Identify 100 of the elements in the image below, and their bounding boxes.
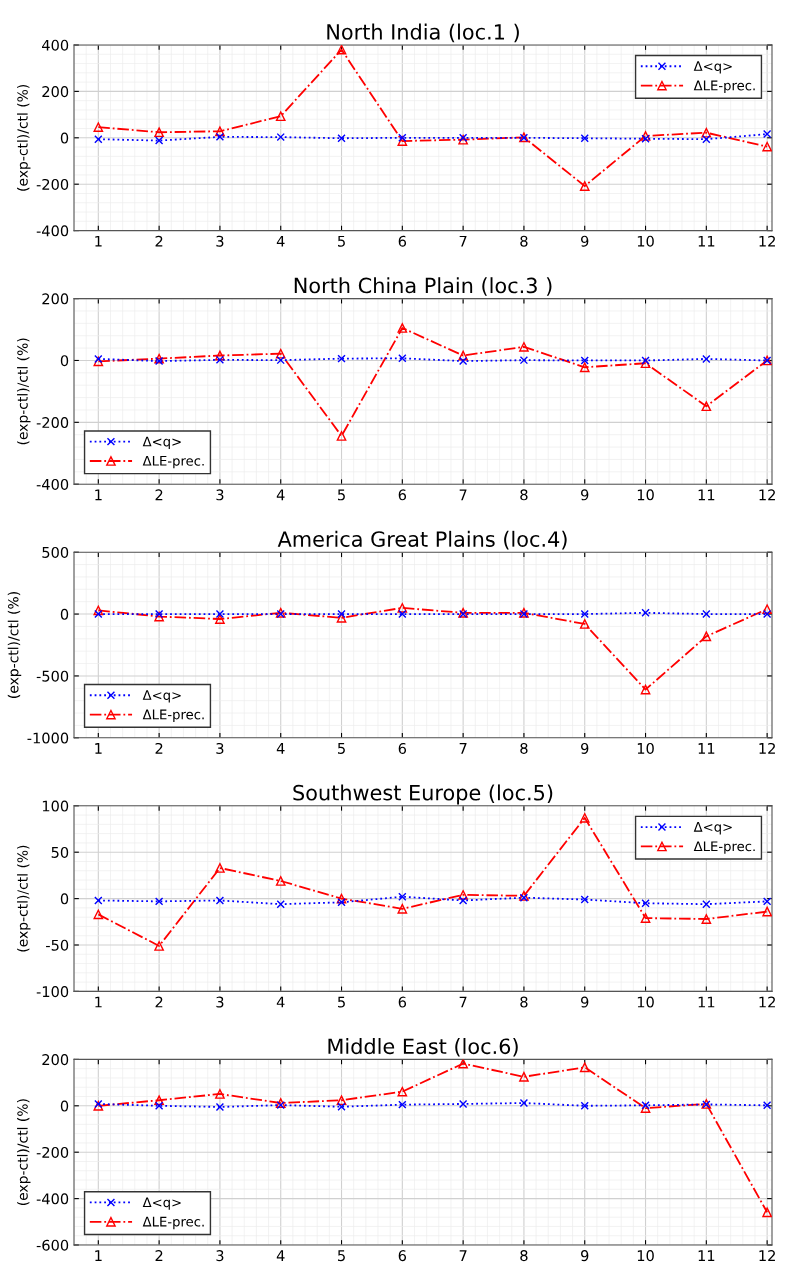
point <box>337 609 346 619</box>
x-tick-label: 3 <box>216 996 224 1008</box>
point <box>154 136 164 145</box>
point <box>702 354 711 364</box>
point <box>762 604 772 614</box>
x-tick-label: 7 <box>459 1250 467 1261</box>
x-tick-label: 5 <box>338 1250 345 1262</box>
x-tick-label: 2 <box>155 235 163 247</box>
x-tick-label: 1 <box>95 489 102 501</box>
point <box>640 358 651 369</box>
x-tick-label: 3 <box>216 235 224 247</box>
x-tick-label: 7 <box>459 235 467 247</box>
x-tick-label: 4 <box>276 235 285 247</box>
y-tick-label: 200 <box>42 1054 69 1066</box>
y-tick-label: -100 <box>36 986 69 998</box>
point <box>215 1102 225 1112</box>
x-tick-label: 10 <box>637 1250 654 1262</box>
x-tick-label: 9 <box>581 1250 589 1262</box>
point <box>458 1099 468 1109</box>
y-tick-label: 0 <box>60 608 69 620</box>
x-tick-label: 5 <box>338 235 345 247</box>
point <box>337 898 346 907</box>
point <box>579 362 590 373</box>
chart-title: North India (loc.1 ) <box>327 23 519 43</box>
x-tick-label: 1 <box>95 235 102 247</box>
y-tick-label: -400 <box>36 225 69 237</box>
point <box>276 900 285 909</box>
point <box>641 608 650 617</box>
point <box>579 1062 590 1073</box>
point <box>579 181 590 191</box>
x-tick-label: 9 <box>581 489 589 501</box>
chart-title: Middle East (loc.6) <box>328 1038 518 1057</box>
point <box>762 897 772 906</box>
x-tick-label: 5 <box>338 996 345 1008</box>
x-tick-label: 4 <box>276 489 285 501</box>
x-tick-label: 2 <box>155 742 163 754</box>
x-tick-label: 9 <box>581 235 589 247</box>
x-tick-label: 11 <box>698 996 715 1008</box>
legend-label: ΔLE-prec. <box>142 456 204 469</box>
point <box>579 813 590 823</box>
x-tick-label: 4 <box>276 1250 285 1261</box>
point <box>336 45 347 55</box>
x-tick-label: 12 <box>759 235 775 247</box>
x-tick-label: 1 <box>95 996 102 1008</box>
point <box>519 341 529 352</box>
y-tick-label: -1000 <box>27 732 69 744</box>
y-tick-label: 200 <box>42 293 69 305</box>
x-tick-label: 11 <box>698 489 715 501</box>
point <box>93 605 104 616</box>
point <box>336 1095 347 1106</box>
point <box>580 895 589 904</box>
point <box>640 684 651 695</box>
y-tick-label: -500 <box>36 670 69 682</box>
legend-label: Δ<q> <box>142 1197 181 1210</box>
x-tick-label: 8 <box>520 996 528 1008</box>
point <box>398 892 407 901</box>
y-tick-label: 50 <box>51 846 69 858</box>
point <box>519 1071 529 1082</box>
point <box>702 900 711 909</box>
x-tick-label: 6 <box>398 235 407 247</box>
x-tick-label: 9 <box>581 996 589 1008</box>
y-tick-label: -200 <box>36 1146 69 1158</box>
point <box>94 896 103 905</box>
legend-label: ΔLE-prec. <box>693 841 755 854</box>
x-tick-label: 10 <box>637 996 654 1008</box>
point <box>398 133 407 142</box>
point <box>702 135 711 144</box>
x-tick-label: 5 <box>338 743 345 754</box>
point <box>458 890 468 900</box>
point <box>579 619 590 629</box>
legend-label: Δ<q> <box>142 690 181 703</box>
x-tick-label: 11 <box>698 235 715 247</box>
x-tick-label: 1 <box>95 743 102 754</box>
point <box>458 896 468 905</box>
point <box>154 1095 164 1106</box>
x-tick-label: 12 <box>759 489 775 501</box>
legend-label: Δ<q> <box>693 822 732 835</box>
chart-title: Southwest Europe (loc.5) <box>293 784 553 805</box>
point <box>519 355 529 365</box>
chart-title: America Great Plains (loc.4) <box>277 530 567 550</box>
point <box>580 134 589 143</box>
x-tick-label: 8 <box>520 235 528 247</box>
x-tick-label: 11 <box>698 1250 715 1261</box>
point <box>397 1086 408 1097</box>
x-tick-label: 8 <box>520 742 528 754</box>
point <box>94 609 103 619</box>
y-tick-label: 500 <box>42 546 69 558</box>
point <box>580 356 589 365</box>
x-tick-label: 4 <box>276 743 285 754</box>
point <box>215 126 225 137</box>
point <box>276 132 285 142</box>
x-tick-label: 11 <box>698 743 715 754</box>
x-tick-label: 8 <box>520 489 528 501</box>
point <box>215 355 225 365</box>
point <box>580 609 589 619</box>
point <box>398 609 407 619</box>
x-tick-label: 10 <box>637 489 654 501</box>
x-tick-label: 2 <box>155 996 163 1008</box>
point <box>276 355 285 365</box>
point <box>337 354 346 363</box>
